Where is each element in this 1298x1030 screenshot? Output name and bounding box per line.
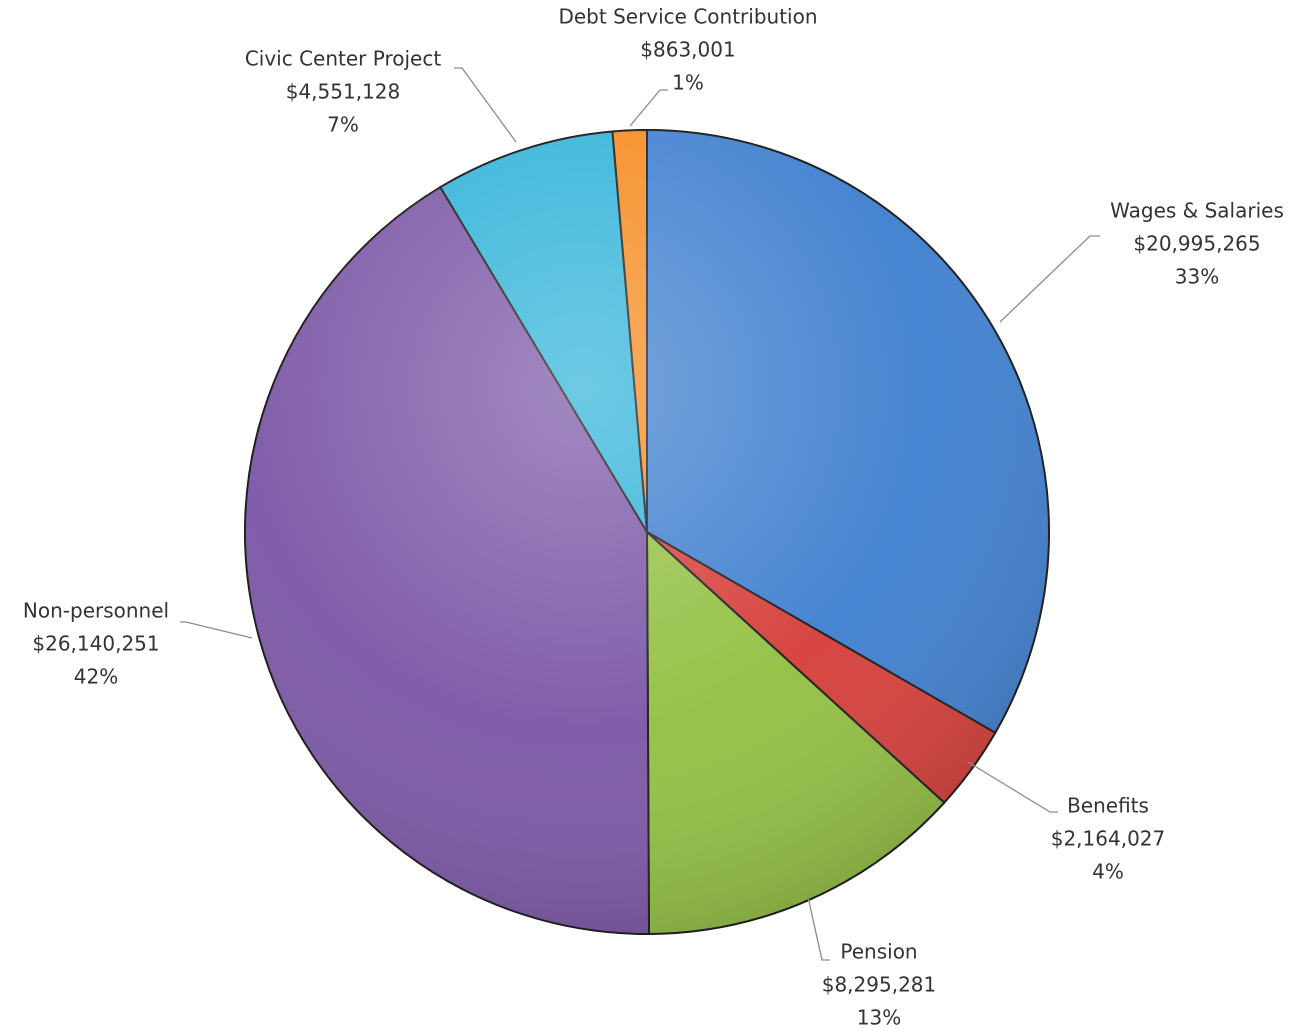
- data-label-non-personnel-percent: 42%: [74, 665, 118, 689]
- data-label-civic-center-project-percent: 7%: [327, 113, 359, 137]
- data-label-wages-and-salaries-value: $20,995,265: [1133, 232, 1260, 256]
- leader-line-benefits: [967, 761, 1058, 813]
- data-label-civic-center-project-value: $4,551,128: [286, 80, 401, 104]
- leader-line-debt-service-contribution: [629, 89, 668, 127]
- leader-line-pension: [807, 896, 830, 961]
- data-label-pension-percent: 13%: [857, 1006, 901, 1030]
- leader-line-wages-and-salaries: [999, 235, 1100, 323]
- leader-lines: [180, 67, 1100, 961]
- data-label-debt-service-contribution-percent: 1%: [672, 71, 704, 95]
- leader-line-non-personnel: [180, 621, 253, 639]
- data-label-wages-and-salaries-name: Wages & Salaries: [1110, 199, 1284, 223]
- leader-line-civic-center-project: [454, 67, 517, 143]
- data-label-pension-name: Pension: [840, 940, 917, 964]
- data-label-debt-service-contribution-value: $863,001: [640, 38, 735, 62]
- data-label-pension-value: $8,295,281: [822, 973, 937, 997]
- data-labels: Wages & Salaries $20,995,265 33% Benefits $2…: [23, 5, 1284, 1030]
- data-label-benefits-name: Benefits: [1067, 794, 1149, 818]
- pie-slices: [243, 128, 1050, 936]
- data-label-wages-and-salaries-percent: 33%: [1175, 265, 1219, 289]
- data-label-benefits-value: $2,164,027: [1051, 827, 1166, 851]
- data-label-non-personnel-name: Non-personnel: [23, 599, 169, 623]
- data-label-non-personnel-value: $26,140,251: [32, 632, 159, 656]
- data-label-debt-service-contribution-name: Debt Service Contribution: [558, 5, 817, 29]
- data-label-civic-center-project-name: Civic Center Project: [245, 47, 442, 71]
- data-label-benefits-percent: 4%: [1092, 860, 1124, 884]
